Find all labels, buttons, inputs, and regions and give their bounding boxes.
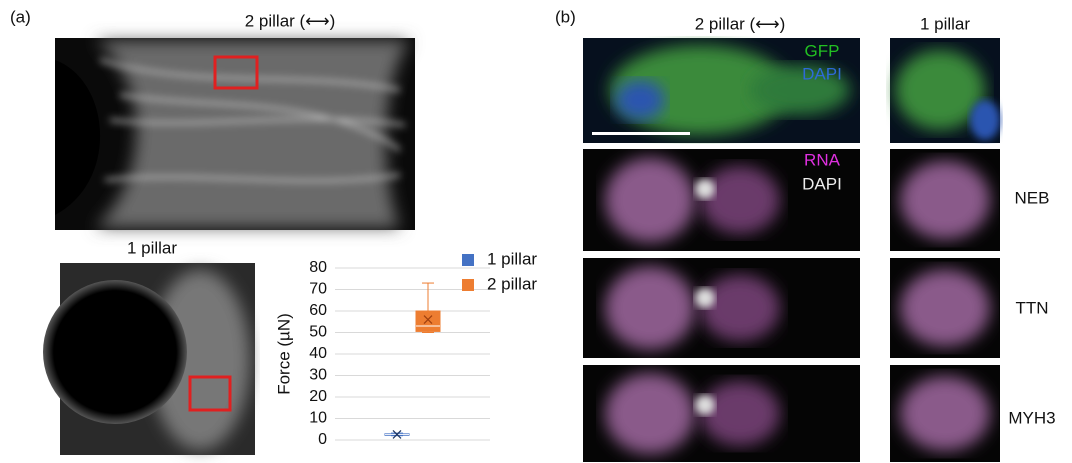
cell xyxy=(900,376,990,451)
panel-label: (a) xyxy=(10,7,31,26)
y-tick-label: 80 xyxy=(309,259,327,276)
micrograph xyxy=(583,149,1000,462)
cell xyxy=(605,373,695,454)
image-title: 1 pillar xyxy=(127,238,177,257)
row-label: MYH3 xyxy=(1008,408,1055,427)
row-label: TTN xyxy=(1015,298,1048,317)
cell xyxy=(605,266,695,349)
cell xyxy=(605,158,695,243)
cell xyxy=(900,270,990,347)
nucleus xyxy=(695,179,715,199)
legend-swatch xyxy=(462,279,474,291)
image-title: 2 pillar (⟷) xyxy=(245,11,336,30)
nucleus xyxy=(695,395,715,415)
overlay-label: RNA xyxy=(804,150,841,169)
y-tick-label: 10 xyxy=(309,410,327,427)
cell xyxy=(700,381,780,446)
column-title: 2 pillar (⟷) xyxy=(695,14,786,33)
figure: (a) 2 pillar (⟷) 1 pillar (b) 2 pillar (… xyxy=(0,0,1072,463)
y-tick-label: 20 xyxy=(309,388,327,405)
cell xyxy=(700,275,780,342)
legend-label: 1 pillar xyxy=(487,249,537,268)
overlay-label: DAPI xyxy=(802,64,842,83)
row-label: NEB xyxy=(1015,188,1050,207)
overlay-label: GFP xyxy=(805,41,840,60)
column-title: 1 pillar xyxy=(920,14,970,33)
cell xyxy=(900,161,990,239)
micrograph xyxy=(583,38,1000,143)
overlay-label: DAPI xyxy=(802,174,842,193)
y-tick-label: 0 xyxy=(318,431,327,448)
y-tick-label: 50 xyxy=(309,324,327,341)
panel-label: (b) xyxy=(555,7,576,26)
y-tick-label: 70 xyxy=(309,281,327,298)
y-axis-label: Force (µN) xyxy=(274,313,293,395)
cell xyxy=(700,166,780,234)
nucleus xyxy=(695,288,715,308)
y-tick-label: 40 xyxy=(309,345,327,362)
legend-swatch xyxy=(462,254,474,266)
micrograph xyxy=(43,263,255,455)
micrograph xyxy=(55,38,415,230)
box xyxy=(416,311,440,331)
y-tick-label: 30 xyxy=(309,367,327,384)
legend-label: 2 pillar xyxy=(487,274,537,293)
y-tick-label: 60 xyxy=(309,302,327,319)
